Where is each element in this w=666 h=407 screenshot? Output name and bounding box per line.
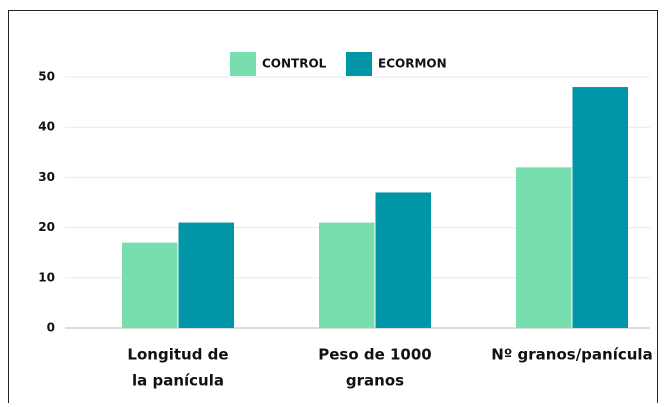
y-tick-label: 30 bbox=[38, 170, 55, 184]
y-tick-label: 50 bbox=[38, 70, 55, 84]
x-tick-label: Peso de 1000 bbox=[318, 346, 432, 364]
bar bbox=[516, 167, 572, 328]
x-tick-label: la panícula bbox=[132, 372, 224, 390]
legend-swatch bbox=[346, 52, 372, 76]
frame bbox=[8, 10, 658, 407]
x-tick-label: Nº granos/panícula bbox=[491, 346, 652, 364]
bar bbox=[178, 222, 234, 328]
y-tick-label: 20 bbox=[38, 220, 55, 234]
bar bbox=[375, 192, 431, 328]
bar bbox=[572, 87, 628, 328]
legend-label: CONTROL bbox=[262, 57, 327, 71]
bar bbox=[122, 242, 178, 328]
bar bbox=[319, 222, 375, 328]
y-tick-label: 40 bbox=[38, 120, 55, 134]
x-tick-label: Longitud de bbox=[127, 346, 228, 364]
legend-swatch bbox=[230, 52, 256, 76]
x-tick-label: granos bbox=[346, 372, 404, 390]
legend-label: ECORMON bbox=[378, 57, 447, 71]
y-tick-label: 10 bbox=[38, 270, 55, 284]
y-tick-label: 0 bbox=[47, 321, 55, 335]
